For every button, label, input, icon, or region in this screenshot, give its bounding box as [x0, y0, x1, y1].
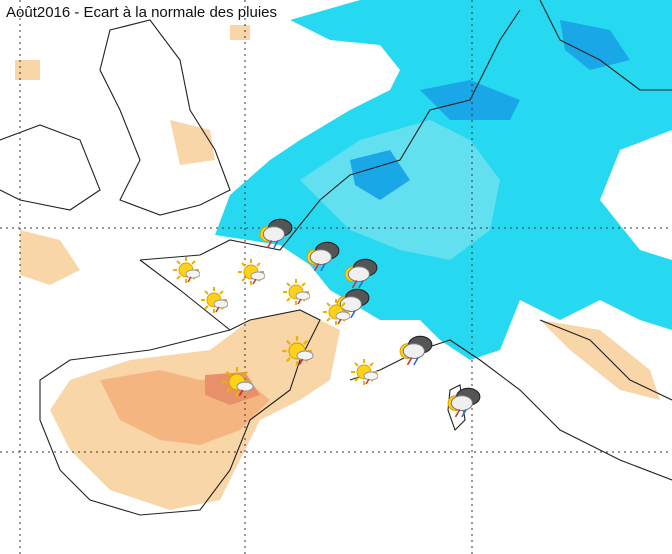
sun-icon [282, 278, 310, 306]
sun-icon [237, 258, 265, 286]
storm-icon [447, 387, 481, 418]
map-title: Août2016 - Ecart à la normale des pluies [6, 4, 277, 21]
sun-icon [200, 286, 228, 314]
sun-icon [172, 256, 200, 284]
wet-anomaly [215, 0, 672, 360]
sun-icon [350, 358, 378, 386]
storm-icon [399, 335, 433, 366]
